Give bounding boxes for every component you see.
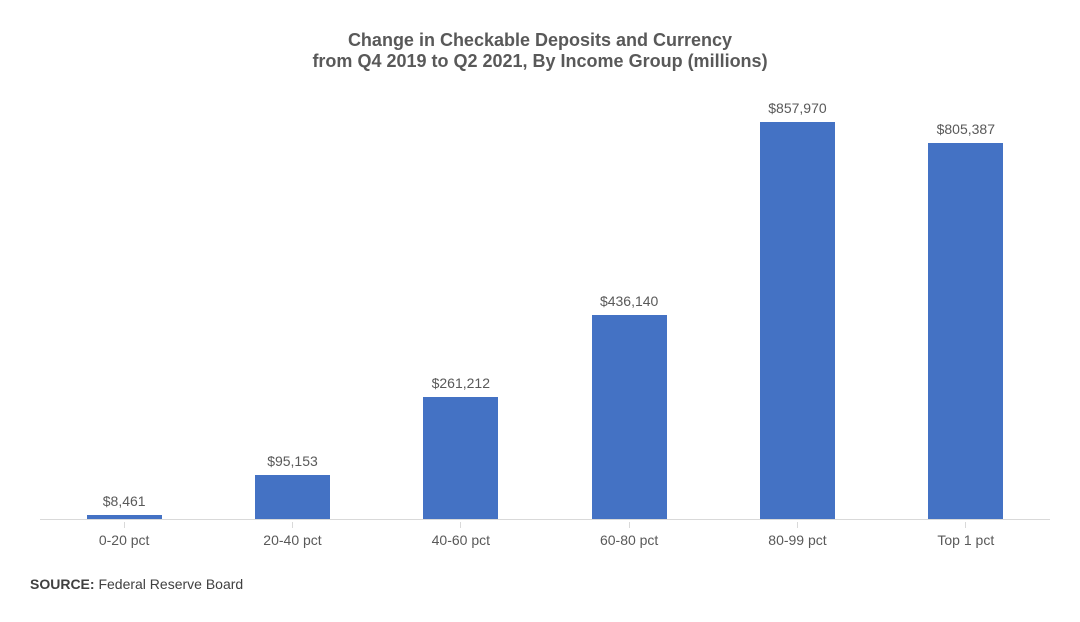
bar-1: $95,153: [208, 100, 376, 519]
bar-rect: [592, 315, 667, 519]
bar-rect: [255, 475, 330, 519]
bars-row: $8,461 $95,153 $261,212 $436,140 $857,970 $80…: [40, 100, 1050, 519]
source-label: SOURCE:: [30, 576, 95, 592]
bar-0: $8,461: [40, 100, 208, 519]
title-line-2: from Q4 2019 to Q2 2021, By Income Group…: [0, 51, 1080, 72]
tick-mark: [124, 522, 125, 528]
bar-chart-container: Change in Checkable Deposits and Currenc…: [0, 0, 1080, 622]
x-tick: 40-60 pct: [377, 522, 545, 548]
tick-mark: [797, 522, 798, 528]
x-label: 40-60 pct: [432, 532, 490, 548]
tick-mark: [629, 522, 630, 528]
plot-area: $8,461 $95,153 $261,212 $436,140 $857,970 $80…: [40, 100, 1050, 520]
bar-value-label: $805,387: [937, 121, 995, 137]
bar-2: $261,212: [377, 100, 545, 519]
x-label: 20-40 pct: [263, 532, 321, 548]
bar-rect: [760, 122, 835, 519]
source-citation: SOURCE: Federal Reserve Board: [30, 576, 243, 592]
x-label: 60-80 pct: [600, 532, 658, 548]
bar-rect: [87, 515, 162, 519]
tick-mark: [292, 522, 293, 528]
title-line-1: Change in Checkable Deposits and Currenc…: [0, 30, 1080, 51]
tick-mark: [460, 522, 461, 528]
bar-value-label: $95,153: [267, 453, 318, 469]
bar-value-label: $261,212: [432, 375, 490, 391]
x-tick: 80-99 pct: [713, 522, 881, 548]
x-tick: Top 1 pct: [882, 522, 1050, 548]
bar-4: $857,970: [713, 100, 881, 519]
source-text: Federal Reserve Board: [98, 576, 243, 592]
bar-5: $805,387: [882, 100, 1050, 519]
tick-mark: [965, 522, 966, 528]
x-axis: 0-20 pct 20-40 pct 40-60 pct 60-80 pct 80-99…: [40, 522, 1050, 548]
x-tick: 0-20 pct: [40, 522, 208, 548]
bar-value-label: $8,461: [103, 493, 146, 509]
chart-title: Change in Checkable Deposits and Currenc…: [0, 30, 1080, 72]
bar-rect: [928, 143, 1003, 519]
bar-3: $436,140: [545, 100, 713, 519]
x-tick: 60-80 pct: [545, 522, 713, 548]
x-label: 0-20 pct: [99, 532, 150, 548]
x-label: 80-99 pct: [768, 532, 826, 548]
x-tick: 20-40 pct: [208, 522, 376, 548]
x-label: Top 1 pct: [937, 532, 994, 548]
bar-value-label: $436,140: [600, 293, 658, 309]
bar-rect: [423, 397, 498, 519]
bar-value-label: $857,970: [768, 100, 826, 116]
